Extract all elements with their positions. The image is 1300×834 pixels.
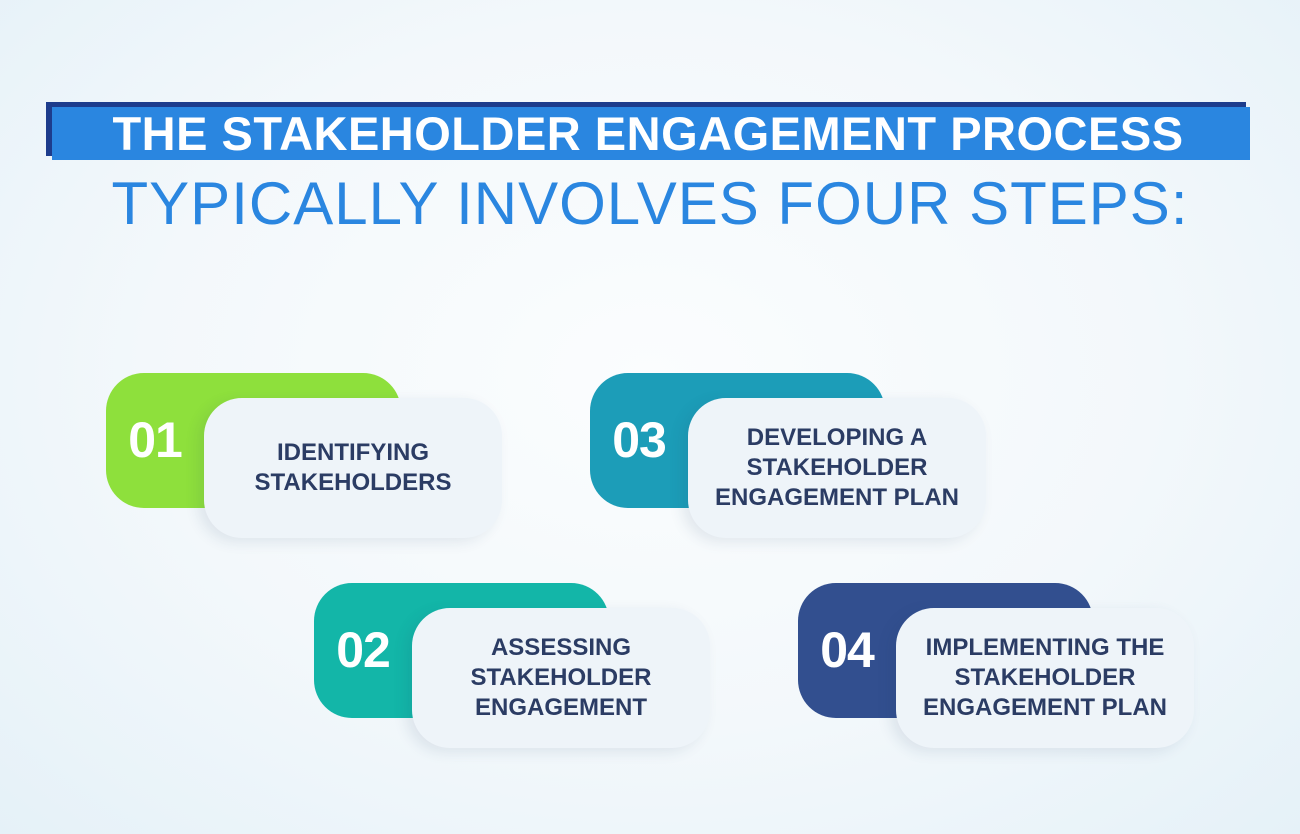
step-01-card: IDENTIFYING STAKEHOLDERS: [204, 398, 502, 538]
step-04-number: 04: [820, 622, 875, 678]
step-04-label: IMPLEMENTING THE STAKEHOLDER ENGAGEMENT …: [922, 634, 1167, 721]
title-line-2: TYPICALLY INVOLVES FOUR STEPS:: [111, 170, 1189, 237]
step-03-label: DEVELOPING A STAKEHOLDER ENGAGEMENT PLAN: [714, 424, 959, 511]
step-02-number: 02: [336, 622, 391, 678]
title-banner-bar: [52, 107, 1250, 160]
step-03-card: DEVELOPING A STAKEHOLDER ENGAGEMENT PLAN: [688, 398, 986, 538]
title-banner: THE STAKEHOLDER ENGAGEMENT PROCESS: [46, 102, 1250, 160]
step-04-card: IMPLEMENTING THE STAKEHOLDER ENGAGEMENT …: [896, 608, 1194, 748]
step-02-label: ASSESSING STAKEHOLDER ENGAGEMENT: [470, 634, 652, 721]
title-line-1: THE STAKEHOLDER ENGAGEMENT PROCESS: [112, 107, 1184, 160]
step-02-card: ASSESSING STAKEHOLDER ENGAGEMENT: [412, 608, 710, 748]
step-03-number: 03: [612, 412, 667, 468]
step-01-label: IDENTIFYING STAKEHOLDERS: [254, 439, 452, 496]
step-01-number: 01: [128, 412, 183, 468]
